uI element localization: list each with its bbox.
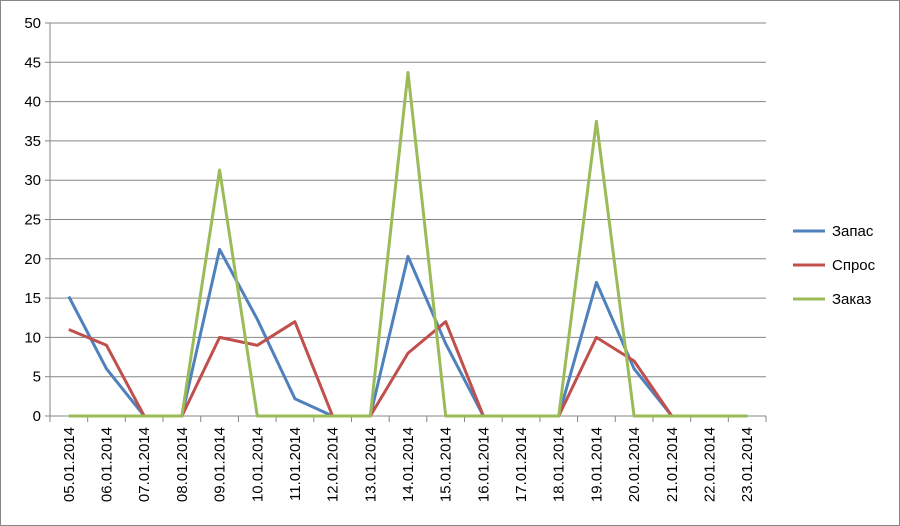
data-point (595, 281, 598, 284)
data-point (105, 367, 108, 370)
data-point (293, 320, 296, 323)
data-point (708, 415, 711, 418)
data-point (67, 415, 70, 418)
data-point (67, 295, 70, 298)
data-point (256, 318, 259, 321)
x-tick-label: 13.01.2014 (362, 427, 379, 502)
legend: Запас Спрос Заказ (793, 223, 876, 308)
data-point (444, 415, 447, 418)
y-tick-label: 15 (24, 290, 41, 307)
x-tick-label: 21.01.2014 (664, 427, 681, 502)
data-point (218, 168, 221, 171)
y-tick-label: 30 (24, 172, 41, 189)
data-point (633, 359, 636, 362)
y-tick-label: 50 (24, 15, 41, 32)
data-point (256, 415, 259, 418)
data-point (633, 367, 636, 370)
data-point (407, 352, 410, 355)
x-tick-label: 23.01.2014 (739, 427, 756, 502)
x-tick-label: 20.01.2014 (626, 427, 643, 502)
gridlines (50, 22, 766, 378)
data-point (407, 71, 410, 74)
x-tick-label: 09.01.2014 (212, 427, 229, 502)
series-line-1 (67, 247, 748, 418)
series-line-3 (68, 71, 748, 418)
x-tick-label: 19.01.2014 (588, 427, 605, 502)
data-point (105, 415, 108, 418)
data-point (218, 336, 221, 339)
y-tick-label: 45 (24, 54, 41, 71)
y-tick-label: 0 (33, 408, 41, 425)
series-lines (67, 71, 749, 418)
legend-label: Заказ (832, 291, 871, 308)
x-tick-label: 15.01.2014 (438, 427, 455, 502)
y-tick-label: 25 (24, 212, 41, 229)
y-tick-label: 20 (24, 251, 41, 268)
x-tick-label: 16.01.2014 (475, 427, 492, 502)
legend-label: Запас (832, 223, 874, 240)
data-point (67, 328, 70, 331)
data-point (746, 415, 749, 418)
data-point (557, 415, 560, 418)
x-tick-label: 12.01.2014 (325, 427, 342, 502)
data-point (143, 415, 146, 418)
y-tick-label: 10 (24, 329, 41, 346)
x-tick-label: 17.01.2014 (513, 427, 530, 502)
x-tick-label: 11.01.2014 (287, 427, 304, 501)
y-tick-label: 40 (24, 94, 41, 111)
x-tick-label: 08.01.2014 (174, 427, 191, 502)
data-point (407, 255, 410, 258)
data-point (595, 120, 598, 123)
y-tick-label: 35 (24, 133, 41, 150)
y-tick-label: 5 (33, 369, 41, 386)
data-point (520, 415, 523, 418)
data-point (595, 336, 598, 339)
data-point (369, 415, 372, 418)
data-point (331, 415, 334, 418)
x-tick-label: 05.01.2014 (61, 427, 78, 502)
x-tick-label: 18.01.2014 (551, 427, 568, 502)
data-point (293, 397, 296, 400)
data-point (180, 415, 183, 418)
x-tick-label: 10.01.2014 (249, 427, 266, 502)
data-point (293, 415, 296, 418)
data-point (218, 248, 221, 251)
series-line-2 (68, 320, 748, 418)
x-tick-label: 06.01.2014 (99, 427, 116, 502)
legend-label: Спрос (832, 257, 876, 274)
data-point (444, 320, 447, 323)
x-tick-label: 07.01.2014 (136, 427, 153, 502)
x-tick-label: 14.01.2014 (400, 427, 417, 502)
data-point (444, 342, 447, 345)
data-point (482, 415, 485, 418)
data-point (105, 344, 108, 347)
data-point (256, 344, 259, 347)
x-tick-label: 22.01.2014 (701, 427, 718, 502)
data-point (670, 415, 673, 418)
data-point (633, 415, 636, 418)
